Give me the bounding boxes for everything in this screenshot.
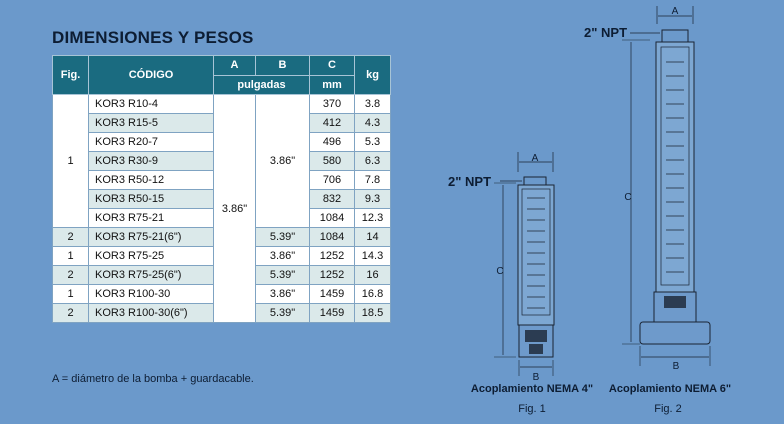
table-row: KOR3 R15-5 412 4.3: [53, 113, 391, 133]
kg-cell: 7.8: [354, 170, 391, 190]
code-cell: KOR3 R75-25: [88, 246, 214, 266]
b-cell: 5.39": [255, 227, 310, 247]
kg-cell: 14.3: [354, 246, 391, 266]
fig2-npt-label: 2" NPT: [584, 25, 627, 40]
c-cell: 1084: [309, 227, 355, 247]
header-pulgadas: pulgadas: [213, 74, 310, 95]
kg-cell: 18.5: [354, 303, 391, 323]
fig2-dim-a: A: [672, 6, 679, 17]
fig-cell: 2: [52, 227, 89, 247]
table-row: 2 KOR3 R100-30(6") 5.39" 1459 18.5: [52, 303, 391, 323]
c-cell: 706: [309, 170, 355, 190]
code-cell: KOR3 R100-30: [88, 284, 214, 304]
code-cell: KOR3 R75-21(6"): [88, 227, 214, 247]
table-row: KOR3 R50-15 832 9.3: [53, 189, 391, 209]
c-cell: 412: [309, 113, 355, 133]
header-b: B: [255, 55, 310, 76]
table-row: KOR3 R75-21 1084 12.3: [53, 208, 391, 228]
c-cell: 370: [309, 94, 355, 114]
fig-cell: 2: [52, 303, 89, 323]
a-cell-merged: 3.86": [213, 94, 256, 323]
kg-cell: 6.3: [354, 151, 391, 171]
code-cell: KOR3 R10-4: [88, 94, 214, 114]
c-cell: 1459: [309, 303, 355, 323]
kg-cell: 14: [354, 227, 391, 247]
header-mm: mm: [309, 74, 355, 95]
kg-cell: 3.8: [354, 94, 391, 114]
code-cell: KOR3 R30-9: [88, 151, 214, 171]
fig-cell: 2: [52, 265, 89, 285]
page-title: DIMENSIONES Y PESOS: [52, 28, 254, 47]
code-cell: KOR3 R20-7: [88, 132, 214, 152]
header-c: C: [309, 55, 355, 76]
b-cell-merged: 3.86": [255, 94, 310, 228]
c-cell: 1084: [309, 208, 355, 228]
pump-diagrams: 2" NPT A C B Acoplamiento NEMA 4" Fig. 1…: [448, 6, 731, 415]
fig2-caption: Acoplamiento NEMA 6": [609, 383, 731, 395]
fig-cell-merged: 1: [52, 94, 89, 228]
fig2-label: Fig. 2: [654, 403, 682, 415]
footnote: A = diámetro de la bomba + guardacable.: [52, 373, 254, 385]
c-cell: 1252: [309, 265, 355, 285]
kg-cell: 12.3: [354, 208, 391, 228]
table-row: 1 KOR3 R10-4 3.86" 3.86" 370 3.8: [52, 94, 391, 323]
code-cell: KOR3 R50-12: [88, 170, 214, 190]
pump-fig2-drawing: [622, 6, 711, 366]
code-cell: KOR3 R50-15: [88, 189, 214, 209]
code-cell: KOR3 R75-25(6"): [88, 265, 214, 285]
c-cell: 496: [309, 132, 355, 152]
code-cell: KOR3 R15-5: [88, 113, 214, 133]
b-cell: 5.39": [255, 265, 310, 285]
fig1-label: Fig. 1: [518, 403, 546, 415]
code-cell: KOR3 R75-21: [88, 208, 214, 228]
fig2-dim-c: C: [624, 192, 631, 203]
fig1-dim-a: A: [532, 153, 539, 164]
table-row: KOR3 R50-12 706 7.8: [53, 170, 391, 190]
dimensions-table: Fig. CÓDIGO A B C kg pulgadas mm 1 KOR3 …: [52, 55, 391, 323]
table-row: 1 KOR3 R100-30 3.86" 1459 16.8: [52, 284, 391, 304]
b-cell: 3.86": [255, 246, 310, 266]
fig1-caption: Acoplamiento NEMA 4": [471, 383, 593, 395]
c-cell: 832: [309, 189, 355, 209]
table-row: 2 KOR3 R75-25(6") 5.39" 1252 16: [52, 265, 391, 285]
table-row: KOR3 R20-7 496 5.3: [53, 132, 391, 152]
b-cell: 5.39": [255, 303, 310, 323]
fig1-dim-b: B: [533, 372, 540, 383]
c-cell: 580: [309, 151, 355, 171]
fig-cell: 1: [52, 246, 89, 266]
c-cell: 1252: [309, 246, 355, 266]
kg-cell: 16.8: [354, 284, 391, 304]
kg-cell: 16: [354, 265, 391, 285]
header-codigo: CÓDIGO: [88, 55, 214, 95]
pump-fig1-drawing: [494, 152, 555, 376]
fig1-npt-label: 2" NPT: [448, 174, 491, 189]
code-cell: KOR3 R100-30(6"): [88, 303, 214, 323]
fig1-dim-c: C: [496, 266, 503, 277]
table-row: 2 KOR3 R75-21(6") 5.39" 1084 14: [52, 227, 391, 247]
kg-cell: 4.3: [354, 113, 391, 133]
kg-cell: 9.3: [354, 189, 391, 209]
header-kg: kg: [354, 55, 391, 95]
c-cell: 1459: [309, 284, 355, 304]
header-fig: Fig.: [52, 55, 89, 95]
b-cell: 3.86": [255, 284, 310, 304]
fig2-dim-b: B: [673, 361, 680, 372]
table-row: 1 KOR3 R75-25 3.86" 1252 14.3: [52, 246, 391, 266]
kg-cell: 5.3: [354, 132, 391, 152]
header-a: A: [213, 55, 256, 76]
fig-cell: 1: [52, 284, 89, 304]
